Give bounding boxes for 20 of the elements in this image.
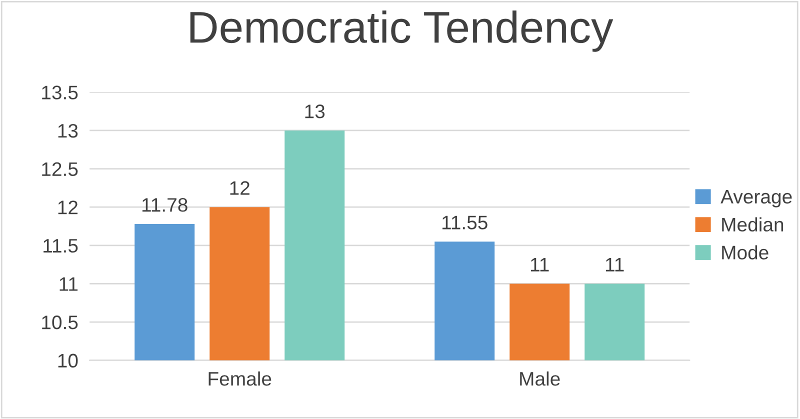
y-tick-label: 11 <box>60 277 78 291</box>
data-label: 13 <box>305 104 325 118</box>
y-tick-label: 12 <box>58 200 78 214</box>
legend-label: Average <box>720 190 792 208</box>
legend-label: Median <box>722 217 784 232</box>
x-tick-label: Female <box>208 371 272 386</box>
data-label: 12 <box>230 181 250 195</box>
y-tick-label: 12.5 <box>42 162 78 176</box>
y-tick-label: 11.5 <box>44 239 78 253</box>
data-label: 11 <box>606 258 624 272</box>
x-tick-label: Male <box>520 371 560 386</box>
legend-label: Mode <box>722 245 768 260</box>
y-tick-label: 13.5 <box>42 86 78 100</box>
y-tick-label: 10 <box>58 354 78 368</box>
data-label: 11.55 <box>442 216 488 230</box>
y-tick-label: 10.5 <box>42 316 78 330</box>
y-tick-label: 13 <box>58 124 78 138</box>
data-label: 11 <box>530 258 549 272</box>
chart-title: Democratic Tendency <box>190 10 614 52</box>
data-label: 11.78 <box>142 198 188 212</box>
